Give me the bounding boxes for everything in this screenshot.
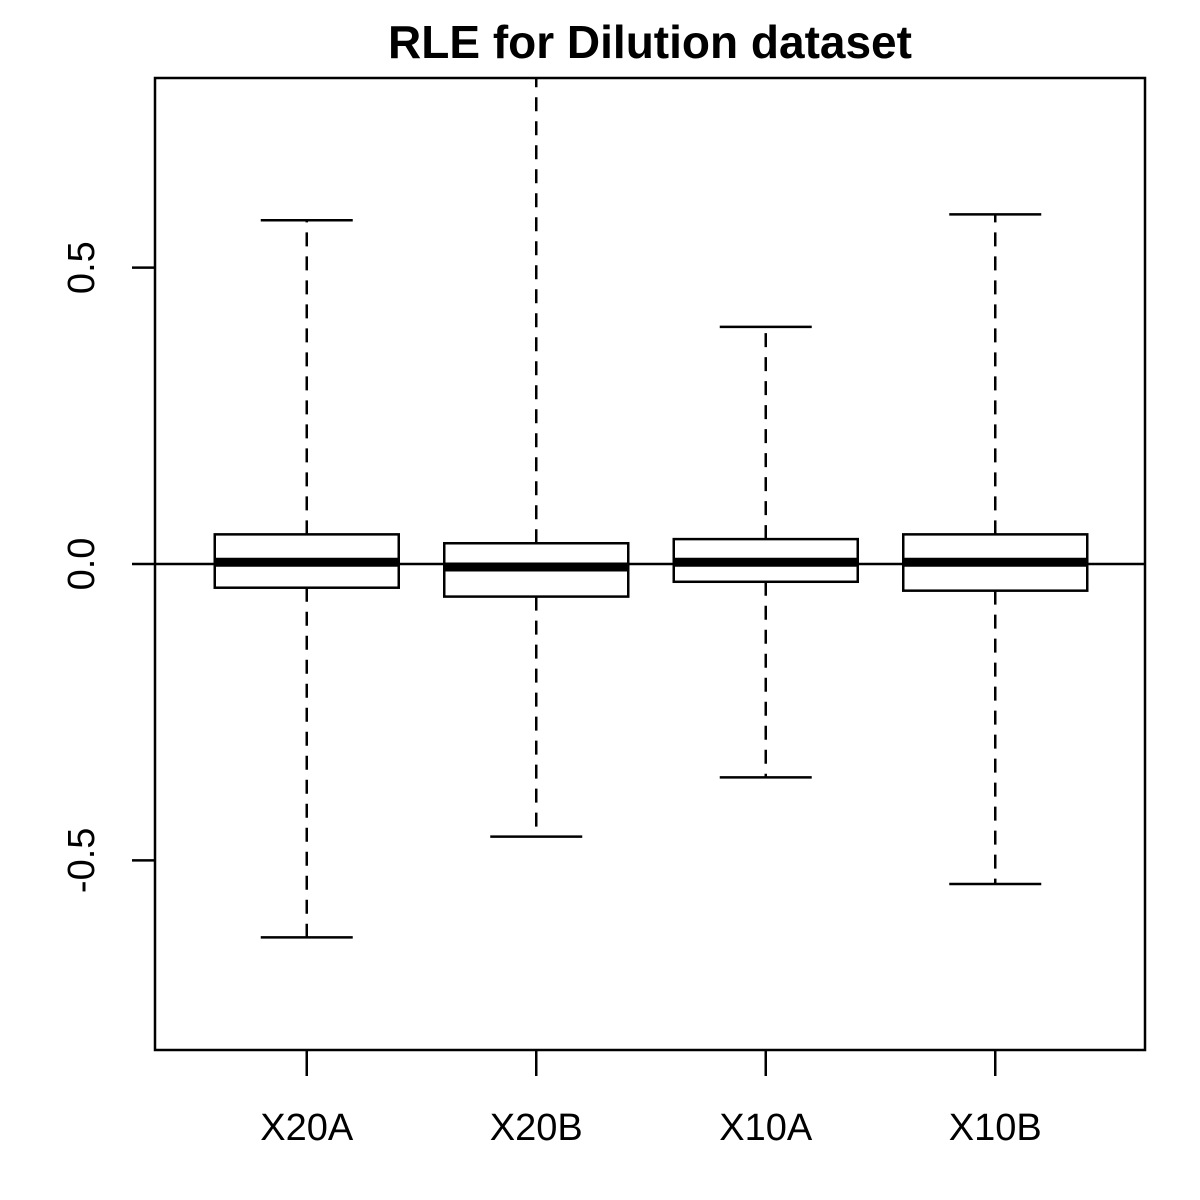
boxplot-series	[215, 78, 1088, 937]
x-tick-label: X20B	[490, 1107, 583, 1149]
box-x10a	[674, 327, 858, 777]
box-x10b	[903, 214, 1087, 884]
x-tick-label: X20A	[260, 1107, 354, 1149]
x-tick-label: X10A	[719, 1107, 813, 1149]
box-x20a	[215, 220, 399, 937]
chart-title: RLE for Dilution dataset	[388, 16, 912, 68]
y-tick-label: -0.5	[61, 828, 103, 893]
x-tick-label: X10B	[949, 1107, 1042, 1149]
y-tick-label: 0.0	[61, 538, 103, 591]
box-x20b	[444, 78, 628, 837]
y-tick-label: 0.5	[61, 241, 103, 294]
x-axis: X20A X20B X10A X10B	[260, 1050, 1041, 1149]
y-axis: -0.5 0.0 0.5	[61, 241, 155, 893]
